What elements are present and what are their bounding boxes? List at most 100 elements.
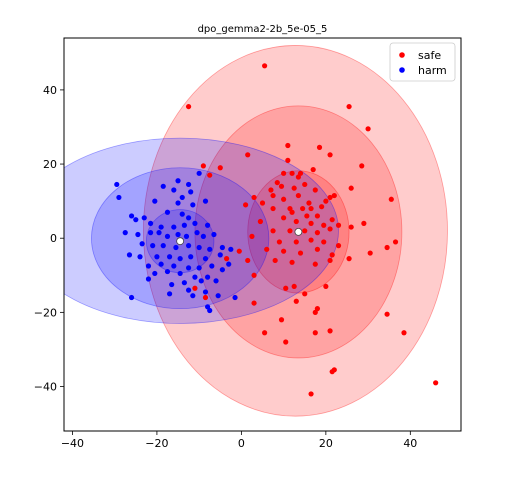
harm-point [196, 265, 202, 271]
safe-point [308, 391, 314, 397]
harm-point [204, 274, 211, 280]
safe-point [327, 257, 333, 264]
safe-point [323, 198, 329, 204]
safe-point [310, 167, 316, 173]
harm-point [215, 293, 221, 299]
safe-point [192, 285, 198, 291]
safe-point [346, 103, 352, 110]
harm-point [171, 263, 177, 269]
safe-centroid [294, 228, 303, 236]
harm-point [228, 246, 234, 252]
safe-point [283, 339, 289, 345]
harm-point [179, 194, 185, 201]
safe-point [327, 328, 333, 334]
safe-point [268, 187, 274, 193]
harm-point [171, 187, 177, 193]
safe-point [388, 196, 394, 202]
safe-point [289, 209, 295, 215]
safe-point [274, 179, 280, 186]
tick-layer: −40 −20 0 20 40 −40 −20 0 20 40 [34, 84, 418, 450]
safe-point [259, 200, 266, 206]
safe-point [297, 250, 304, 256]
harm-point [181, 222, 187, 228]
harm-point [133, 217, 139, 223]
safe-point [251, 272, 257, 278]
harm-point [152, 270, 158, 277]
safe-point [289, 259, 295, 265]
safe-point [262, 63, 268, 69]
harm-point [158, 224, 164, 230]
safe-point [327, 226, 333, 232]
harm-point [185, 243, 192, 249]
safe-point [281, 215, 287, 221]
safe-point [365, 126, 371, 132]
safe-point [291, 185, 297, 191]
safe-point [314, 230, 321, 236]
safe-point [291, 283, 297, 290]
safe-point [323, 283, 329, 290]
safe-point [302, 291, 308, 297]
harm-point [141, 215, 147, 221]
legend-box [389, 42, 456, 82]
harm-point [209, 263, 215, 269]
safe-point [264, 246, 270, 252]
harm-point [114, 181, 120, 188]
safe-point [207, 172, 213, 178]
x-tick-label: 40 [403, 437, 417, 450]
safe-point [327, 152, 333, 158]
safe-point [392, 239, 399, 245]
safe-point [433, 380, 439, 386]
harm-point [171, 224, 177, 230]
safe-point [257, 218, 263, 225]
safe-point [316, 144, 323, 150]
safe-point [293, 239, 299, 245]
safe-point [308, 220, 314, 226]
ellipse-layer [64, 45, 448, 417]
harm-point [217, 252, 223, 258]
safe-point [384, 311, 390, 317]
safe-point [346, 255, 352, 262]
harm-point [194, 230, 200, 236]
harm-point [185, 287, 192, 293]
legend-marker-safe [399, 52, 405, 58]
safe-point [295, 174, 301, 180]
safe-point [312, 187, 318, 193]
x-tick-label: 0 [238, 437, 245, 450]
safe-point [276, 239, 282, 245]
y-tick-label: −20 [34, 306, 57, 319]
safe-point [270, 192, 276, 199]
harm-point [196, 244, 202, 251]
harm-point [188, 189, 194, 195]
safe-point [314, 213, 321, 219]
harm-point [173, 244, 179, 251]
harm-point [179, 211, 185, 217]
harm-point [207, 307, 213, 314]
safe-point [270, 205, 276, 212]
harm-point [145, 276, 152, 282]
safe-point [329, 217, 335, 223]
harm-point [202, 255, 209, 262]
x-tick-label: 20 [319, 437, 333, 450]
safe-point [319, 204, 325, 210]
harm-point [177, 255, 183, 262]
harm-point [116, 194, 122, 201]
safe-point [224, 255, 230, 262]
legend-label-harm: harm [418, 64, 447, 77]
safe-point [287, 228, 293, 234]
harm-point [160, 243, 166, 249]
harm-point [226, 261, 232, 267]
harm-point [232, 294, 238, 301]
safe-point [314, 246, 321, 252]
safe-point [327, 194, 333, 201]
harm-point [196, 170, 202, 176]
harm-point [211, 231, 217, 238]
point-layer [114, 63, 439, 397]
safe-point [245, 257, 251, 264]
safe-point [202, 294, 209, 301]
safe-point [300, 205, 306, 212]
safe-point [278, 183, 285, 189]
harm-point [135, 231, 141, 238]
safe-point [285, 157, 291, 163]
harm-point [164, 233, 171, 239]
harm-point [147, 220, 154, 226]
